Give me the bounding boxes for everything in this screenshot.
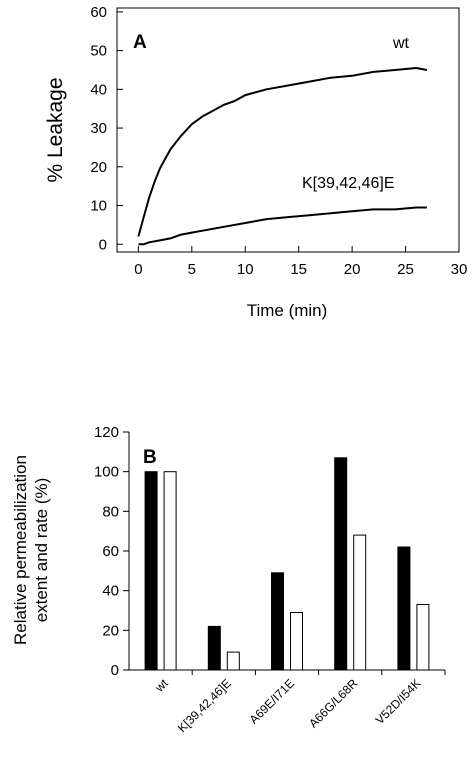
panel-b-letter: B [143,447,157,468]
bar-open [416,604,430,671]
panel-a-y-tick-label: 10 [90,198,107,215]
panel-a-letter: A [133,32,147,53]
category-label: K[39,42,46]E [175,676,234,735]
bar-open [226,651,240,671]
panel-a-series [137,67,428,246]
bar-open [353,534,367,671]
panel-a-x-tick-label: 25 [397,261,414,278]
panel-a-y-tick-label: 20 [90,159,107,176]
panel-a-y-axis-title: % Leakage [44,77,67,182]
panel-b-bar-chart: B 0 20 40 60 80 100 120 wt K[39,42,46]E A69E/I71… [11,424,446,735]
bar-open [290,612,303,671]
panel-b-y-tick-label: 100 [94,464,119,481]
panel-a-x-tick-label: 15 [290,261,307,278]
panel-b-y-tick-label: 40 [102,583,119,600]
panel-b-y-tick-label: 20 [102,622,119,639]
series-label-k39-42-46e: K[39,42,46]E [302,175,395,192]
panel-a-y-tick-label: 60 [90,4,107,21]
series-label-wt: wt [392,35,410,52]
bar-open [163,471,177,671]
panel-a-y-tick-label: 50 [90,43,107,60]
panel-a-y-ticks: 0 10 20 30 40 50 60 [90,4,123,253]
panel-a-line-chart: A 0 10 20 30 40 50 60 0 5 10 15 20 25 30 wt K[39,42,… [44,4,467,320]
category-label: A69E/I71E [247,676,297,726]
panel-b-y-axis-title-line-1: Relative permeabilization [11,455,30,645]
panel-a-series-line-2 [138,206,427,246]
panel-b-bars [144,457,430,671]
bar-filled [397,546,411,671]
panel-b-y-tick-label: 80 [102,503,119,520]
panel-b-y-axis-title: Relative permeabilization extent and rat… [11,455,51,645]
panel-a-x-tick-label: 5 [188,261,196,278]
panel-b-y-tick-label: 120 [94,424,119,441]
panel-a-plot-frame [116,7,460,253]
panel-a-x-ticks: 0 5 10 15 20 25 30 [134,246,467,278]
panel-b-y-ticks: 0 20 40 60 80 100 120 [94,424,129,679]
panel-b-category-labels: wt K[39,42,46]E A69E/I71E A66G/L68R V52D/I54… [152,670,446,735]
bar-filled [144,471,158,671]
panel-a-x-tick-label: 10 [237,261,254,278]
panel-a-y-tick-label: 40 [90,81,107,98]
category-label: A66G/L68R [306,676,360,730]
panel-a-series-line-1 [137,67,428,237]
bar-filled [207,625,221,671]
panel-a-x-tick-label: 20 [344,261,361,278]
panel-b-y-axis-title-line-2: extent and rate (%) [32,478,51,623]
panel-a-y-tick-label: 0 [99,236,107,253]
panel-b-y-tick-label: 0 [111,662,119,679]
panel-b-y-tick-label: 60 [102,543,119,560]
panel-a-x-axis-title: Time (min) [247,301,328,320]
category-label: V52D/I54K [373,676,424,727]
category-label: wt [152,676,172,696]
panel-a-x-tick-label: 30 [451,261,468,278]
bar-filled [271,572,284,671]
bar-filled [334,457,348,671]
panel-a-y-tick-label: 30 [90,120,107,137]
panel-a-x-tick-label: 0 [134,261,142,278]
